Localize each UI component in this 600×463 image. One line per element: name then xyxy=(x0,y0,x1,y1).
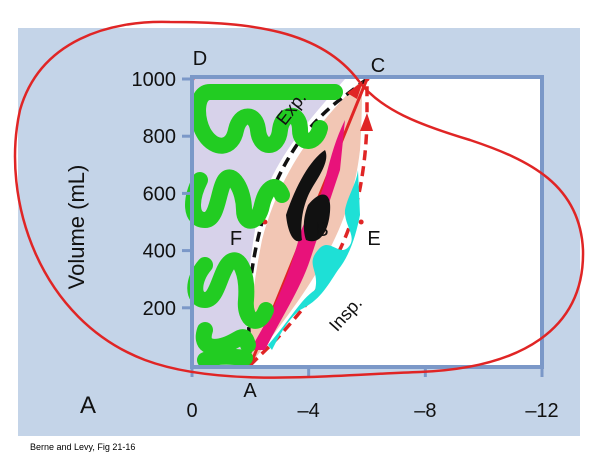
y-tick-label: 200 xyxy=(143,298,176,320)
y-tick-label: 800 xyxy=(143,126,176,148)
magenta-highlight xyxy=(250,120,345,350)
y-tick-label: 1000 xyxy=(132,69,177,91)
x-tick-label: 0 xyxy=(186,400,197,422)
point-label-f: F xyxy=(230,228,242,250)
point-label-a: A xyxy=(243,380,257,402)
series-inspiration-line xyxy=(249,79,369,367)
point-label-c: C xyxy=(371,55,385,77)
x-tick-label: –4 xyxy=(298,400,320,422)
inspiration-arrowhead xyxy=(360,113,373,131)
compliance-arrowhead xyxy=(347,81,363,99)
y-tick-label: 600 xyxy=(143,183,176,205)
point-label-d: D xyxy=(193,48,207,70)
cyan-highlight xyxy=(268,170,360,350)
plot-frame xyxy=(190,75,544,369)
red-freehand-loop xyxy=(13,20,585,379)
y-tick-label: 400 xyxy=(143,241,176,263)
point-label-b: B xyxy=(315,219,328,241)
y-axis-label: Volume (mL) xyxy=(64,165,89,290)
y-ticks: 200 400 600 800 1000 xyxy=(132,69,192,320)
x-tick-label: –12 xyxy=(525,400,558,422)
x-ticks: 0 –4 –8 –12 xyxy=(186,367,559,422)
point-label-e: E xyxy=(367,228,380,250)
panel-label: A xyxy=(80,392,96,419)
series-expiration-line xyxy=(246,77,369,366)
point-marker-e xyxy=(358,219,364,225)
black-highlight-2 xyxy=(303,194,331,242)
x-tick-label: –8 xyxy=(414,400,436,422)
green-scribble xyxy=(185,84,343,368)
figure-caption: Berne and Levy, Fig 21-16 xyxy=(30,442,136,452)
black-highlight xyxy=(286,150,327,242)
